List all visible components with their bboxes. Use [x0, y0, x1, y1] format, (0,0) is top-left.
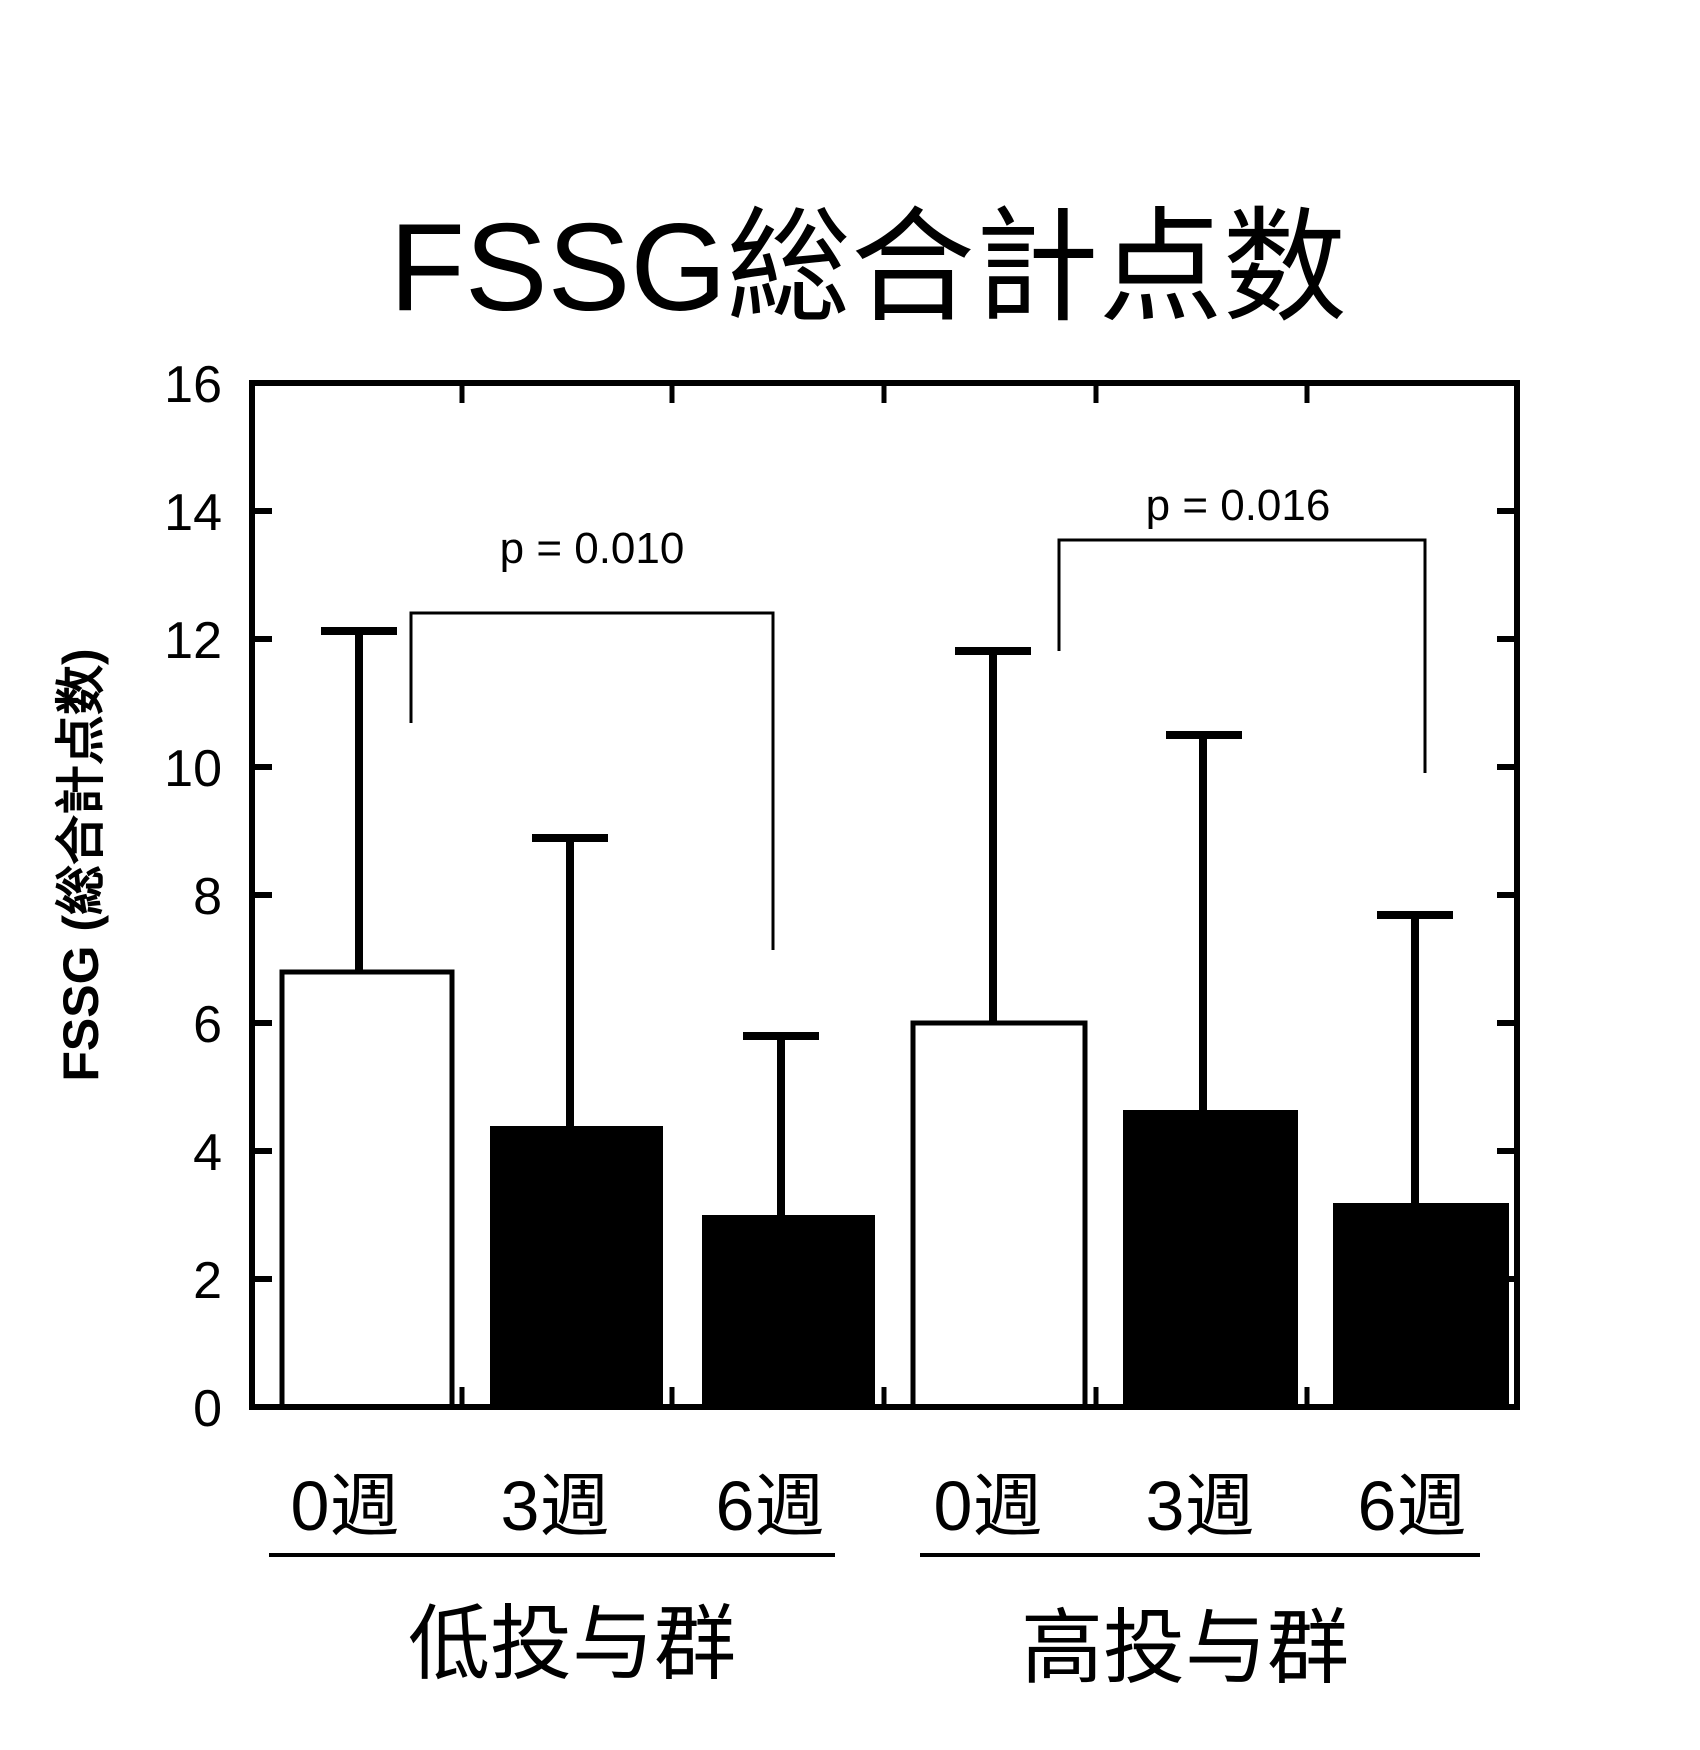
p-value-high: p = 0.016: [1146, 481, 1331, 530]
bar-group-low-dose: [279, 969, 875, 1410]
y-tick-4: 4: [193, 1124, 222, 1182]
y-tick-10: 10: [164, 740, 222, 798]
y-tick-labels: 0 2 4 6 8 10 12 14 16: [164, 356, 222, 1438]
y-tick-14: 14: [164, 484, 222, 542]
y-tick-16: 16: [164, 356, 222, 414]
bar-low-0w: [279, 969, 455, 1410]
p-value-low: p = 0.010: [500, 524, 685, 573]
cat-low-3w: 3週: [501, 1467, 610, 1545]
cat-high-0w: 0週: [934, 1467, 1043, 1545]
x-category-labels: 0週 3週 6週 0週 3週 6週: [291, 1467, 1467, 1545]
bar-low-6w: [702, 1215, 875, 1407]
cat-low-6w: 6週: [716, 1467, 825, 1545]
error-bars: [321, 627, 1453, 1215]
group-label-low: 低投与群: [408, 1597, 736, 1692]
cat-low-0w: 0週: [291, 1467, 400, 1545]
bar-high-0w: [910, 1020, 1088, 1410]
x-ticks: [459, 383, 1310, 1407]
y-tick-2: 2: [193, 1252, 222, 1310]
bar-high-3w: [1123, 1110, 1298, 1407]
y-tick-8: 8: [193, 868, 222, 926]
y-tick-12: 12: [164, 612, 222, 670]
cat-high-3w: 3週: [1146, 1467, 1255, 1545]
y-ticks: [252, 508, 1517, 1282]
y-tick-0: 0: [193, 1380, 222, 1438]
y-axis-label: FSSG (総合計点数): [53, 648, 109, 1081]
bar-low-3w: [490, 1126, 663, 1407]
bar-high-6w: [1333, 1203, 1509, 1407]
chart-title: FSSG総合計点数: [389, 199, 1347, 337]
y-tick-6: 6: [193, 996, 222, 1054]
group-label-high: 高投与群: [1021, 1601, 1349, 1696]
significance-bracket-low: [409, 611, 775, 950]
significance-bracket-high: [1057, 538, 1427, 773]
cat-high-6w: 6週: [1358, 1467, 1467, 1545]
bar-group-high-dose: [910, 1020, 1509, 1410]
